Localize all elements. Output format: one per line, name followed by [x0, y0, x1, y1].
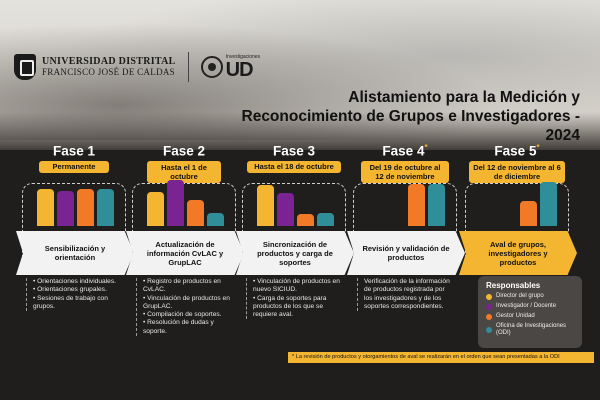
ud-logo-big: UD	[225, 58, 254, 81]
bar-director-del-grupo	[257, 185, 274, 226]
responsable-item: Oficina de Investigaciones (ODI)	[486, 323, 574, 337]
responsable-bars	[147, 180, 227, 226]
phase-note-item: Vinculación de productos en nuevo SICIUD…	[253, 278, 342, 295]
phase-note-item: Orientaciones grupales.	[33, 286, 122, 294]
phase-date-badge: Del 19 de octubre al 12 de noviembre	[361, 161, 449, 183]
responsable-item: Investigador / Docente	[486, 303, 574, 310]
phase-note-item: Resolución de dudas y soporte.	[143, 319, 232, 336]
bar-oficina-de-investigaciones-odi-	[207, 213, 224, 226]
phase-date-badge: Permanente	[39, 161, 109, 173]
header-logos: UNIVERSIDAD DISTRITAL FRANCISCO JOSÉ DE …	[14, 52, 260, 82]
bar-director-del-grupo	[37, 189, 54, 226]
phase-title: Fase 2	[132, 143, 236, 161]
university-name: UNIVERSIDAD DISTRITAL FRANCISCO JOSÉ DE …	[42, 57, 176, 77]
responsable-label: Investigador / Docente	[496, 303, 557, 309]
bar-gestor-unidad	[520, 201, 537, 226]
phase-notes: Verificación de la información de produc…	[357, 278, 453, 312]
phase-4: Fase 4* Del 19 de octubre al 12 de noviem…	[347, 143, 465, 312]
ud-logo-text: Investigaciones UD	[225, 53, 261, 81]
responsable-bars	[257, 180, 337, 226]
phase-note-item: Vinculación de productos en GrupLAC.	[143, 295, 232, 312]
phase-note-item: Compilación de soportes.	[143, 311, 232, 319]
ud-circle-icon	[200, 56, 223, 78]
bar-investigador-docente	[167, 180, 184, 226]
phase-date-badge: Del 12 de noviembre al 6 de diciembre	[469, 161, 565, 183]
bar-oficina-de-investigaciones-odi-	[97, 189, 114, 226]
color-dot-icon	[486, 313, 492, 320]
responsable-bars	[37, 180, 117, 226]
university-line1: UNIVERSIDAD DISTRITAL	[42, 56, 176, 68]
title-line2: Reconocimiento de Grupos e Investigadore…	[241, 108, 581, 144]
phase-2: Fase 2 Hasta el 1 de octubre Actualización…	[126, 143, 244, 337]
phase-notes: Vinculación de productos en nuevo SICIUD…	[246, 278, 342, 320]
bar-gestor-unidad	[77, 189, 94, 226]
phase-card	[132, 180, 236, 273]
phase-title-text: Fase 1	[52, 143, 96, 159]
phase-note-item: Verificación de la información de produc…	[364, 278, 450, 310]
investigaciones-ud-logo: Investigaciones UD	[200, 53, 261, 81]
color-dot-icon	[486, 303, 492, 310]
ud-logo-small: Investigaciones	[225, 53, 261, 60]
responsable-bars	[368, 180, 448, 226]
bar-oficina-de-investigaciones-odi-	[428, 184, 445, 226]
responsable-item: Gestor Unidad	[486, 313, 574, 320]
phase-3: Fase 3 Hasta el 18 de octubre Sincronizaci…	[236, 143, 354, 320]
phase-notes: Orientaciones individuales.Orientaciones…	[26, 278, 122, 312]
phase-note-item: Registro de productos en CvLAC.	[143, 278, 232, 295]
color-dot-icon	[486, 293, 492, 300]
responsables-legend: Responsables Director del grupo Investiga…	[478, 276, 582, 348]
bar-gestor-unidad	[187, 200, 204, 226]
phase-title-text: Fase 2	[162, 143, 206, 159]
footnote: * La revisión de productos y otorgamient…	[288, 352, 594, 363]
phase-arrow-label: Actualización de información CvLAC y Gru…	[126, 231, 244, 275]
bar-gestor-unidad	[408, 184, 425, 226]
logo-divider	[187, 52, 189, 82]
responsables-title: Responsables	[486, 281, 541, 290]
phase-1: Fase 1 Permanente Sensibilización y orient…	[16, 143, 134, 312]
phase-arrow-label: Sincronización de productos y carga de s…	[236, 231, 354, 275]
phase-notes: Registro de productos en CvLAC.Vinculaci…	[136, 278, 232, 337]
phase-asterisk: *	[424, 143, 428, 152]
responsable-bars	[480, 180, 560, 226]
color-dot-icon	[486, 327, 492, 333]
page-title: Alistamiento para la Medición y Reconoci…	[220, 88, 581, 145]
phase-arrow-label: Revisión y validación de productos	[347, 231, 465, 275]
phase-card	[22, 183, 126, 273]
phase-asterisk: *	[536, 143, 540, 152]
phase-note-item: Carga de soportes para productos de los …	[253, 295, 342, 320]
phase-title: Fase 5*	[465, 143, 569, 161]
phase-title-text: Fase 5	[494, 143, 537, 159]
bar-oficina-de-investigaciones-odi-	[317, 213, 334, 226]
bar-investigador-docente	[277, 193, 294, 226]
university-line2: FRANCISCO JOSÉ DE CALDAS	[42, 66, 175, 77]
bar-investigador-docente	[57, 191, 74, 226]
phase-title: Fase 1	[22, 143, 126, 161]
phase-title: Fase 4*	[353, 143, 457, 161]
phase-title-text: Fase 4	[382, 143, 425, 159]
bar-oficina-de-investigaciones-odi-	[540, 182, 557, 226]
phase-title: Fase 3	[242, 143, 346, 161]
phase-date-badge: Hasta el 18 de octubre	[247, 161, 341, 173]
responsable-label: Gestor Unidad	[496, 313, 535, 319]
background-photo	[0, 0, 600, 140]
phase-note-item: Sesiones de trabajo con grupos.	[33, 295, 122, 312]
responsable-label: Director del grupo	[496, 293, 544, 299]
phase-5: Fase 5* Del 12 de noviembre al 6 de dicie…	[459, 143, 577, 275]
phase-title-text: Fase 3	[272, 143, 316, 159]
bar-gestor-unidad	[297, 214, 314, 226]
phase-arrow-label: Aval de grupos, investigadores y product…	[459, 231, 577, 275]
phase-note-item: Orientaciones individuales.	[33, 278, 122, 286]
university-crest-icon	[14, 54, 36, 80]
responsable-label: Oficina de Investigaciones (ODI)	[496, 323, 567, 336]
bar-director-del-grupo	[147, 192, 164, 226]
phase-date-badge: Hasta el 1 de octubre	[147, 161, 221, 183]
title-line1: Alistamiento para la Medición y	[348, 89, 580, 106]
responsable-item: Director del grupo	[486, 293, 574, 300]
phase-arrow-label: Sensibilización y orientación	[16, 231, 134, 275]
responsables-list: Director del grupo Investigador / Docente…	[486, 293, 574, 337]
